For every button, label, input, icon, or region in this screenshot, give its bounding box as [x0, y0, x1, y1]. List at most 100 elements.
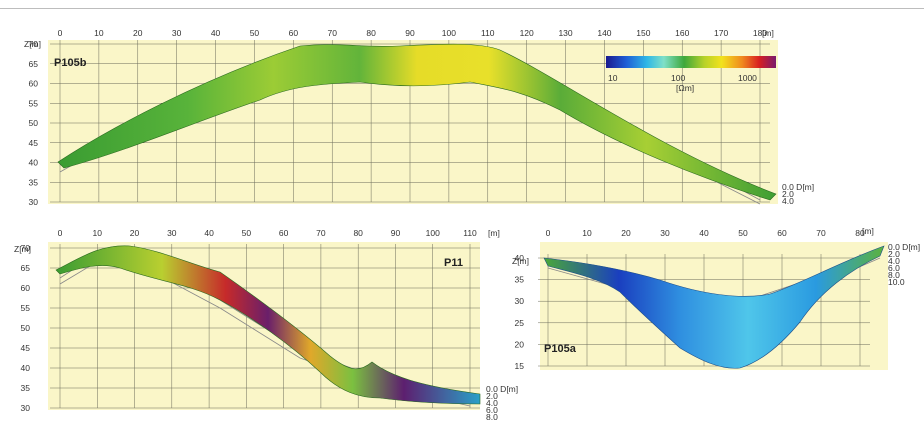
y-tick-label: 25	[515, 318, 525, 328]
y-tick-label: 45	[21, 343, 31, 353]
x-tick-label: 80	[353, 228, 363, 238]
y-tick-label: 65	[21, 263, 31, 273]
y-tick-labels: 70 65 60 55 50 45 40 35 30	[29, 39, 39, 207]
depth-label: 8.0	[888, 270, 900, 280]
y-tick-label: 20	[515, 339, 525, 349]
y-tick-label: 40	[515, 253, 525, 263]
depth-label: 0.0 D[m]	[486, 384, 518, 394]
x-tick-label: 100	[442, 28, 456, 38]
x-tick-label: 60	[777, 228, 787, 238]
y-tick-label: 35	[515, 275, 525, 285]
profile-p105b: 0 10 20 30 40 50 60 70 80 90 100 110 120 130 140 150 160…	[24, 28, 814, 207]
y-tick-label: 55	[21, 303, 31, 313]
resistivity-section	[55, 245, 481, 405]
profile-label: P105b	[54, 57, 87, 69]
x-tick-label: 10	[94, 28, 104, 38]
x-tick-label: 20	[133, 28, 143, 38]
depth-label: 0.0 D[m]	[782, 182, 814, 192]
x-tick-label: 20	[621, 228, 631, 238]
x-tick-label: 140	[597, 28, 611, 38]
depth-label: 2.0	[782, 189, 794, 199]
y-tick-label: 65	[29, 59, 39, 69]
y-tick-labels: 40 35 30 25 20 15	[515, 253, 525, 371]
x-tick-label: 50	[738, 228, 748, 238]
y-tick-label: 35	[21, 383, 31, 393]
x-tick-label: 10	[582, 228, 592, 238]
x-tick-label: 50	[250, 28, 260, 38]
x-tick-label: 120	[520, 28, 534, 38]
x-tick-label: 0	[546, 228, 551, 238]
x-tick-label: 40	[211, 28, 221, 38]
x-axis-unit: [m]	[862, 226, 874, 236]
depth-label: 4.0	[888, 256, 900, 266]
y-tick-label: 50	[29, 118, 39, 128]
depth-label: 8.0	[486, 412, 498, 422]
y-tick-label: 60	[21, 283, 31, 293]
y-tick-label: 35	[29, 177, 39, 187]
x-tick-label: 130	[558, 28, 572, 38]
x-axis-unit: [m]	[762, 28, 774, 38]
depth-label: 4.0	[486, 398, 498, 408]
colorbar	[606, 56, 776, 68]
x-tick-label: 20	[130, 228, 140, 238]
x-tick-label: 70	[316, 228, 326, 238]
profile-label: P105a	[544, 343, 577, 355]
colorbar-unit: [Ωm]	[676, 83, 694, 93]
x-tick-label: 10	[93, 228, 103, 238]
x-tick-label: 30	[172, 28, 182, 38]
y-tick-label: 45	[29, 138, 39, 148]
x-tick-label: 90	[391, 228, 401, 238]
depth-labels: 0.0 D[m]2.04.06.08.010.0	[888, 242, 920, 287]
y-tick-label: 30	[29, 197, 39, 207]
y-tick-label: 40	[29, 158, 39, 168]
x-tick-label: 180	[753, 28, 767, 38]
colorbar-tick-10: 10	[608, 73, 618, 83]
x-tick-label: 50	[242, 228, 252, 238]
y-axis-title: Z[m]	[512, 256, 529, 266]
top-rule	[0, 8, 924, 9]
x-tick-label: 40	[699, 228, 709, 238]
x-tick-label: 110	[481, 28, 495, 38]
x-tick-label: 150	[636, 28, 650, 38]
y-axis-title: Z[m]	[24, 39, 41, 49]
x-tick-label: 30	[167, 228, 177, 238]
y-tick-label: 70	[29, 39, 39, 49]
x-tick-label: 70	[327, 28, 337, 38]
x-tick-label: 80	[855, 228, 865, 238]
y-axis-title: Z[m]	[14, 244, 31, 254]
colorbar-tick-100: 100	[671, 73, 685, 83]
x-tick-label: 40	[204, 228, 214, 238]
x-tick-label: 170	[714, 28, 728, 38]
x-tick-label: 0	[58, 28, 63, 38]
depth-label: 6.0	[486, 405, 498, 415]
x-tick-label: 100	[426, 228, 440, 238]
x-tick-label: 90	[405, 28, 415, 38]
resistivity-section	[543, 245, 885, 369]
y-tick-label: 70	[21, 243, 31, 253]
resistivity-section	[57, 43, 777, 201]
y-tick-label: 30	[515, 296, 525, 306]
y-tick-label: 30	[21, 403, 31, 413]
y-tick-label: 55	[29, 98, 39, 108]
y-tick-label: 15	[515, 361, 525, 371]
depth-label: 4.0	[782, 196, 794, 206]
depth-label: 2.0	[888, 249, 900, 259]
depth-label: 10.0	[888, 277, 905, 287]
x-axis-unit: [m]	[488, 228, 500, 238]
profile-label: P11	[444, 257, 463, 269]
profile-p11: 0 10 20 30 40 50 60 70 80 90 100 110 70 65 60 55 50 45 40…	[14, 228, 518, 422]
colorbar-tick-1000: 1000	[738, 73, 757, 83]
depth-labels: 0.0 D[m]2.04.0	[782, 182, 814, 206]
y-tick-label: 60	[29, 79, 39, 89]
x-tick-label: 0	[58, 228, 63, 238]
y-tick-label: 40	[21, 363, 31, 373]
x-tick-label: 110	[463, 228, 477, 238]
x-tick-label: 60	[289, 28, 299, 38]
x-tick-labels: 0 10 20 30 40 50 60 70 80 90 100 110 120 130 140 150 160…	[58, 28, 768, 38]
x-tick-labels: 0 10 20 30 40 50 60 70 80 90 100 110	[58, 228, 477, 238]
y-tick-labels: 70 65 60 55 50 45 40 35 30	[21, 243, 31, 413]
depth-label: 2.0	[486, 391, 498, 401]
y-tick-label: 50	[21, 323, 31, 333]
